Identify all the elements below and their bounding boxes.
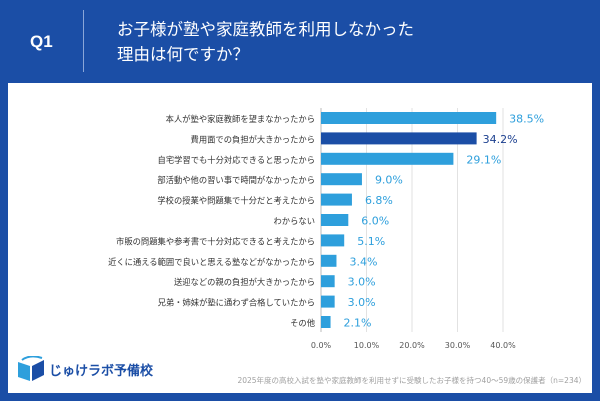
book-logo-icon — [18, 356, 44, 381]
value-label: 6.0% — [361, 215, 389, 228]
value-label: 3.0% — [348, 296, 376, 309]
bar — [321, 316, 331, 328]
category-label: 費用面での負担が大きかったから — [191, 134, 315, 144]
header-divider — [83, 10, 84, 72]
x-tick-label: 40.0% — [490, 341, 516, 350]
bar — [321, 132, 477, 145]
category-label: その他 — [290, 318, 315, 328]
category-label: 自宅学習でも十分対応できると思ったから — [158, 155, 315, 165]
value-label: 38.5% — [509, 113, 544, 126]
bar — [321, 275, 335, 288]
x-tick-label: 20.0% — [399, 341, 425, 350]
chart-card — [8, 83, 592, 393]
category-label: 近くに通える範囲で良いと思える塾などがなかったから — [108, 257, 315, 267]
value-label: 3.4% — [349, 255, 377, 268]
category-label: 学校の授業や問題集で十分だと考えたから — [157, 196, 315, 206]
bar — [321, 214, 349, 226]
bar — [321, 234, 345, 247]
title-line-2: 理由は何ですか？ — [117, 45, 249, 64]
question-title: お子様が塾や家庭教師を利用しなかった 理由は何ですか？ — [117, 17, 414, 67]
logo: じゅけラボ予備校 — [16, 356, 153, 382]
value-label: 9.0% — [375, 174, 403, 187]
x-tick-label: 10.0% — [354, 341, 380, 350]
value-label: 5.1% — [357, 235, 385, 248]
title-line-1: お子様が塾や家庭教師を利用しなかった — [117, 20, 414, 39]
value-label: 34.2% — [483, 133, 518, 146]
bar — [321, 173, 362, 186]
x-tick-label: 0.0% — [311, 341, 332, 350]
question-number: Q1 — [30, 32, 53, 51]
category-label: わからない — [274, 216, 316, 226]
bar — [321, 152, 454, 165]
logo-text: じゅけラボ予備校 — [49, 363, 154, 379]
category-label: 部活動や他の習い事で時間がなかったから — [157, 175, 315, 185]
x-tick-label: 30.0% — [445, 341, 471, 350]
bar — [321, 254, 337, 267]
bar — [321, 112, 497, 124]
value-label: 6.8% — [365, 194, 393, 207]
value-label: 3.0% — [348, 276, 376, 289]
bar — [321, 193, 352, 206]
source-note: 2025年度の高校入試を塾や家庭教師を利用せずに受験したお子様を持つ40～59歳… — [237, 376, 586, 385]
category-label: 市販の問題集や参考書で十分対応できると考えたから — [116, 236, 315, 246]
value-label: 2.1% — [344, 317, 372, 330]
category-label: 送迎などの親の負担が大きかったから — [174, 277, 315, 287]
value-label: 29.1% — [466, 153, 501, 166]
category-label: 本人が塾や家庭教師を望まなかったから — [166, 114, 315, 124]
category-label: 兄弟・姉妹が塾に通わず合格していたから — [158, 298, 315, 308]
bar — [321, 295, 335, 308]
